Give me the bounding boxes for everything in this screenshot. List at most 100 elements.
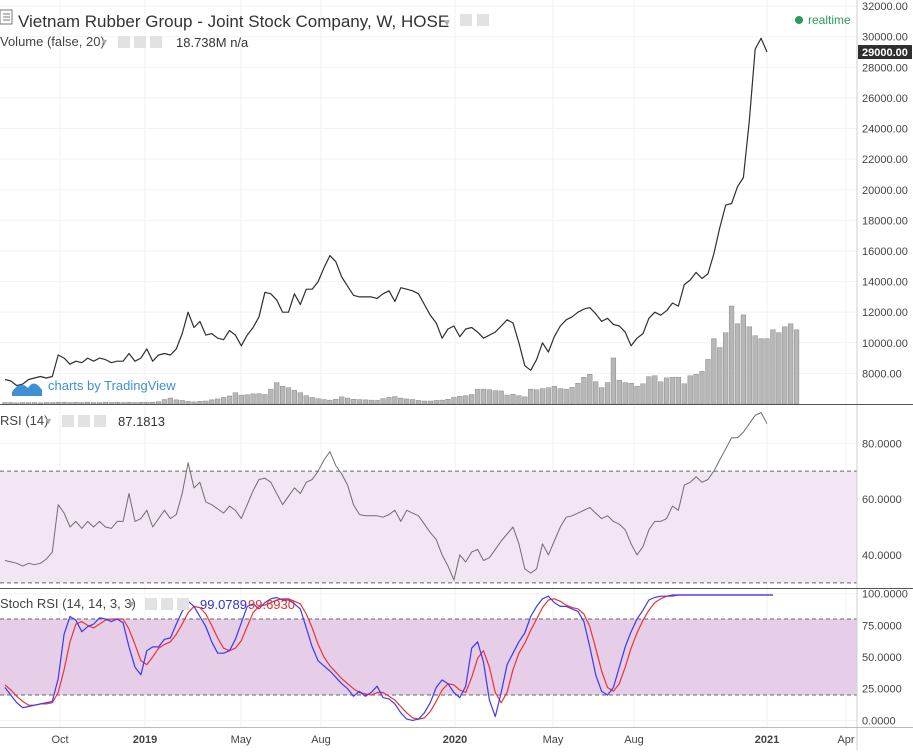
volume-bar <box>439 399 445 405</box>
volume-bar <box>587 374 593 405</box>
volume-bar <box>557 388 563 405</box>
stoch-d-line <box>4 594 773 720</box>
realtime-dot-icon <box>795 16 803 24</box>
volume-bar <box>504 394 510 405</box>
close-icon[interactable] <box>94 415 106 427</box>
volume-bar <box>758 338 764 405</box>
price-tick-label: 8000.00 <box>862 368 902 380</box>
menu-icon[interactable] <box>0 9 13 25</box>
volume-bar <box>250 393 256 405</box>
volume-bar <box>510 393 516 405</box>
volume-bar <box>61 401 67 405</box>
volume-bar <box>782 326 788 405</box>
volume-bar <box>96 402 103 405</box>
volume-bar <box>315 398 321 405</box>
price-tick-label: 20000.00 <box>862 185 908 197</box>
close-icon[interactable] <box>150 36 162 48</box>
volume-bar <box>220 397 227 405</box>
price-tick-label: 30000.00 <box>862 32 908 44</box>
volume-bar <box>49 402 55 405</box>
volume-bar <box>539 388 546 405</box>
volume-bar <box>723 332 729 405</box>
volume-bar <box>297 392 303 405</box>
volume-bar <box>327 399 333 405</box>
volume-bar <box>693 374 699 405</box>
volume-bar <box>793 329 800 405</box>
eye-icon[interactable] <box>460 14 472 26</box>
gear-icon[interactable] <box>161 598 173 610</box>
price-tick-label: 16000.00 <box>862 246 908 258</box>
volume-bar <box>486 389 492 405</box>
x-tick-label: 2021 <box>755 734 779 746</box>
volume-bar <box>770 329 776 405</box>
close-icon[interactable] <box>177 598 189 610</box>
volume-bar <box>232 392 238 405</box>
price-tick-label: 10000.00 <box>862 338 908 350</box>
volume-bar <box>79 402 85 405</box>
volume-bar <box>421 400 428 405</box>
volume-bar <box>356 399 363 405</box>
volume-bar <box>309 397 315 405</box>
volume-bar <box>90 402 97 405</box>
volume-bar <box>321 399 327 405</box>
price-tick-label: 14000.00 <box>862 277 908 289</box>
volume-bar <box>788 323 794 405</box>
volume-bar <box>728 305 735 405</box>
volume-bar <box>480 388 487 405</box>
gear-icon[interactable] <box>134 36 146 48</box>
volume-bar <box>197 401 203 405</box>
gear-icon[interactable] <box>477 14 489 26</box>
chevron-down-icon[interactable]: ▼ <box>127 599 136 609</box>
gear-icon[interactable] <box>78 415 90 427</box>
chart-title: Vietnam Rubber Group - Joint Stock Compa… <box>18 12 449 31</box>
volume-bar <box>368 399 374 405</box>
volume-bar <box>108 402 114 405</box>
volume-bar <box>256 393 262 405</box>
volume-bar <box>663 377 670 405</box>
eye-icon[interactable] <box>145 598 157 610</box>
volume-bar <box>699 371 705 405</box>
volume-bar <box>150 401 156 405</box>
volume-bar <box>138 401 144 405</box>
stoch-tick-label: 25.0000 <box>862 684 902 696</box>
volume-bar <box>339 396 345 405</box>
volume-bar <box>126 401 132 405</box>
volume-bar <box>404 398 410 405</box>
volume-bar <box>179 400 185 405</box>
volume-bar <box>238 394 244 405</box>
price-tick-label: 22000.00 <box>862 154 908 166</box>
volume-bar <box>55 401 61 405</box>
chevron-down-icon[interactable]: ▼ <box>44 416 53 426</box>
tradingview-logo-icon[interactable] <box>12 383 42 396</box>
volume-bar <box>445 398 451 405</box>
volume-bar <box>581 377 587 405</box>
volume-bar <box>280 385 286 405</box>
volume-bar <box>776 332 782 405</box>
rsi-tick-label: 60.0000 <box>862 494 902 506</box>
price-tick-label: 12000.00 <box>862 307 908 319</box>
volume-bar <box>427 400 433 405</box>
watermark[interactable]: charts by TradingView <box>48 378 176 393</box>
x-tick-label: May <box>231 734 252 746</box>
price-tick-label: 18000.00 <box>862 215 908 227</box>
volume-bar <box>457 396 463 405</box>
chevron-down-icon[interactable]: ▼ <box>100 37 109 47</box>
x-tick-label: 2020 <box>443 734 467 746</box>
volume-bar <box>415 400 422 405</box>
volume-bar <box>734 323 741 405</box>
eye-icon[interactable] <box>62 415 74 427</box>
chevron-down-icon[interactable]: ▼ <box>442 18 452 29</box>
price-tick-label: 32000.00 <box>862 1 908 13</box>
volume-bar <box>593 381 599 405</box>
rsi-tick-label: 80.0000 <box>862 438 902 450</box>
volume-bar <box>528 388 534 405</box>
volume-bar <box>102 401 109 405</box>
volume-bar <box>37 402 44 405</box>
volume-bar <box>516 395 522 405</box>
volume-bar <box>67 402 73 405</box>
volume-bar <box>43 402 49 405</box>
volume-bar <box>764 338 770 405</box>
eye-icon[interactable] <box>118 36 130 48</box>
